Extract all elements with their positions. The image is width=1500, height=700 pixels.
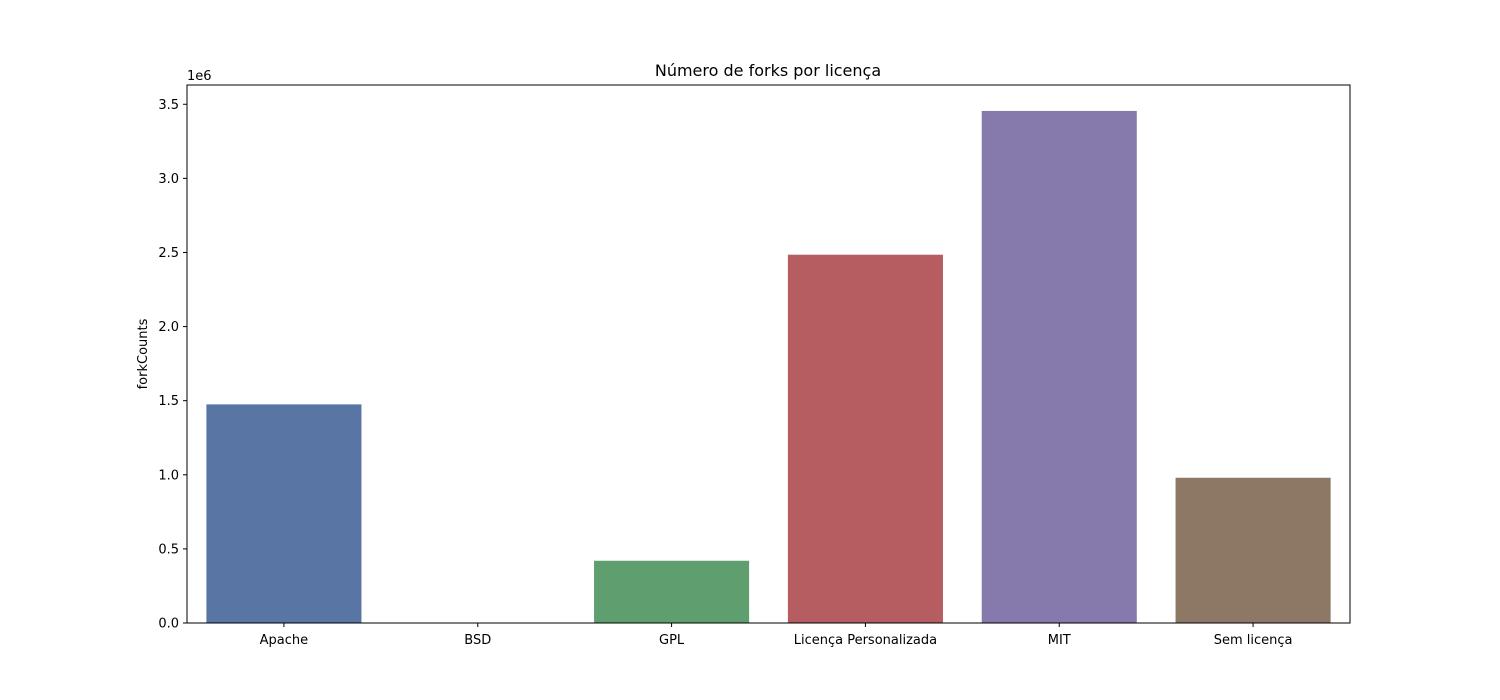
y-tick-label: 3.5 (158, 98, 179, 113)
bar-apache (206, 404, 362, 623)
bar-gpl (594, 560, 750, 623)
y-tick-label: 0.5 (158, 542, 179, 557)
x-tick-label: Sem licença (1214, 633, 1293, 648)
y-axis: 0.0 0.5 1.0 1.5 2.0 2.5 3.0 3.5 (158, 98, 187, 632)
plot-frame (186, 84, 1351, 624)
bar-licen-a-personalizada (787, 254, 943, 624)
bars-group (206, 110, 1331, 624)
x-axis: Apache BSD GPL Licença Personalizada MIT Sem … (260, 623, 1293, 648)
y-tick-label: 1.0 (158, 468, 179, 483)
bar-sem-licen-a (1175, 477, 1331, 623)
x-tick-label: Apache (260, 633, 309, 648)
x-tick-label: Licença Personalizada (794, 633, 937, 648)
y-axis-offset-label: 1e6 (187, 69, 212, 84)
y-tick-label: 2.5 (158, 246, 179, 261)
x-tick-label: GPL (659, 633, 685, 648)
chart-title: Número de forks por licença (655, 61, 881, 80)
bar-mit (981, 110, 1137, 623)
y-tick-label: 1.5 (158, 394, 179, 409)
y-tick-label: 2.0 (158, 320, 179, 335)
x-tick-label: MIT (1048, 633, 1071, 648)
y-tick-label: 3.0 (158, 172, 179, 187)
y-axis-label: forkCounts (136, 318, 151, 389)
y-tick-label: 0.0 (158, 617, 179, 632)
x-tick-label: BSD (464, 633, 491, 648)
